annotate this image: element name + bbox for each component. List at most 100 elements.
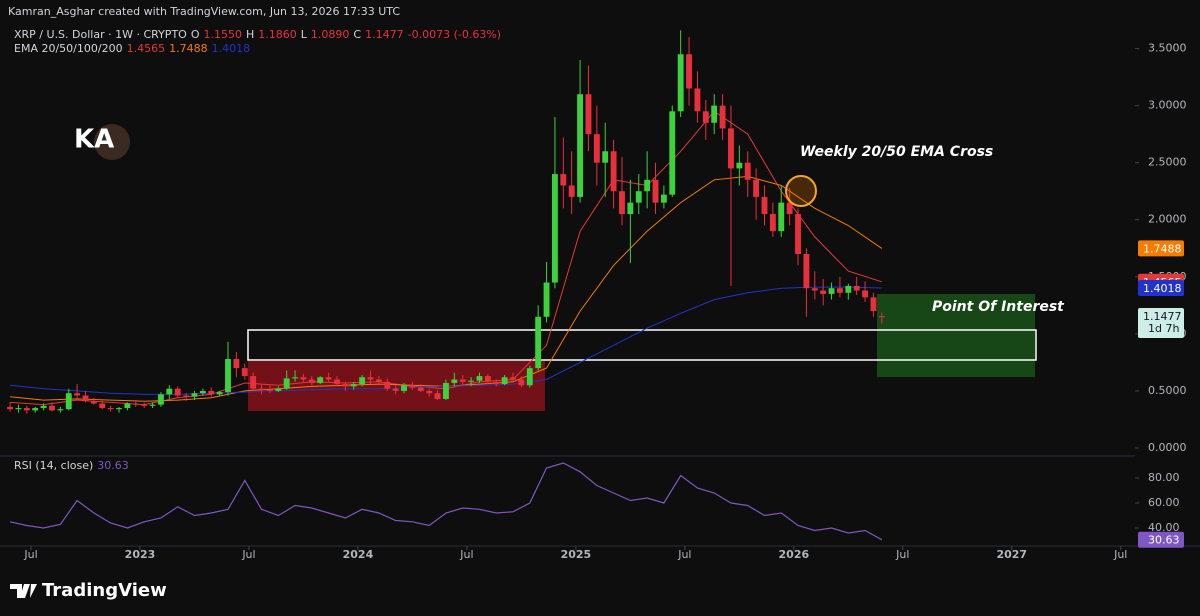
rsi-line (9, 462, 883, 541)
candle-body (769, 214, 776, 232)
rsi-tag-label: 30.63 (1148, 534, 1180, 547)
candle-body (392, 388, 399, 391)
candle-body (635, 191, 642, 203)
candle-body (845, 285, 852, 293)
ohlc-legend: -0.0073 (-0.63%) (408, 28, 501, 41)
candle-body (99, 403, 106, 409)
candle-body (300, 377, 307, 380)
candle-body (484, 376, 491, 382)
x-tick-label: Jul (23, 548, 37, 561)
ema-tag (1138, 280, 1184, 297)
candle-body (686, 54, 692, 89)
candle-body (577, 94, 584, 197)
candle-body (258, 388, 265, 390)
candle-body (417, 387, 424, 391)
red-zone (248, 361, 545, 411)
logo-text: KA (74, 125, 114, 155)
last-price-label: 1.1477 (1143, 310, 1182, 323)
candle-body (317, 377, 324, 383)
candle-body (795, 214, 801, 254)
ema-legend-value: 1.7488 (169, 42, 208, 55)
candle-body (292, 377, 299, 379)
candle-body (694, 88, 701, 112)
candle-body (451, 379, 458, 383)
candle-body (325, 377, 332, 380)
tv-icon (10, 584, 37, 598)
candle-body (375, 379, 382, 382)
candle-body (828, 288, 835, 294)
candle-body (15, 408, 22, 410)
candle-body (728, 128, 734, 169)
rsi-title: RSI (14, close) (14, 459, 93, 472)
symbol-title: XRP / U.S. Dollar · 1W · CRYPTO (14, 28, 187, 41)
candle-body (166, 388, 173, 395)
candle-body (526, 368, 533, 386)
y-tick-label: 3.5000 (1148, 42, 1187, 55)
candle-body (778, 202, 785, 232)
candle-body (669, 111, 676, 195)
x-tick-label: 2023 (125, 548, 156, 561)
candle-body (836, 288, 843, 293)
y-tick-label: 0.5000 (1148, 384, 1187, 397)
candle-body (225, 358, 231, 393)
candle-body (593, 134, 600, 163)
candle-body (510, 377, 516, 380)
y-tick-label: 40.00 (1148, 521, 1180, 534)
y-tick-label: 2.0000 (1148, 213, 1187, 226)
candle-body (359, 377, 366, 385)
candle-body (308, 379, 315, 383)
candle-body (677, 54, 684, 112)
candle-body (367, 377, 374, 380)
x-tick-label: Jul (459, 548, 473, 561)
candle-body (183, 395, 190, 397)
annotation: Weekly 20/50 EMA Cross (800, 144, 993, 160)
y-tick-label: 2.5000 (1148, 156, 1187, 169)
cross-circle (785, 175, 817, 207)
candle-body (334, 379, 340, 385)
candle-body (711, 105, 718, 123)
candle-body (250, 376, 257, 389)
candle-body (627, 202, 634, 215)
last-price-tag (1138, 308, 1184, 339)
footer-logo: TradingView (10, 580, 167, 601)
candle-body (753, 179, 760, 197)
ohlc-legend: O (191, 28, 200, 41)
candle-body (342, 384, 349, 387)
candle-body (702, 111, 709, 123)
candle-body (426, 390, 433, 394)
candle-body (191, 393, 198, 397)
y-tick-label: 0.0000 (1148, 441, 1187, 454)
candle-body (350, 384, 357, 387)
candle-body (853, 285, 860, 291)
ema-legend-value: 1.4018 (212, 42, 251, 55)
ema-tag (1138, 240, 1184, 257)
candle-body (65, 393, 72, 410)
x-tick-label: 2026 (779, 548, 810, 561)
candle-body (560, 174, 567, 186)
candle-body (468, 380, 475, 382)
candle-body (610, 151, 617, 192)
candle-body (216, 392, 223, 395)
candle-body (208, 390, 215, 395)
candle-body (116, 408, 122, 410)
candle-body (543, 282, 550, 317)
ohlc-legend: H (246, 28, 254, 41)
annotation: Point Of Interest (932, 299, 1065, 315)
x-tick-label: 2025 (561, 548, 592, 561)
candle-body (535, 316, 542, 369)
poi-zone (877, 294, 1035, 377)
candle-body (761, 196, 768, 215)
candle-body (40, 405, 47, 409)
rsi-tag (1138, 531, 1184, 548)
x-tick-label: Jul (1113, 548, 1127, 561)
candle-body (459, 379, 466, 382)
candle-body (7, 406, 13, 410)
candle-body (90, 401, 97, 404)
logo-figure (94, 124, 130, 160)
watermark-logo: KA (74, 124, 130, 160)
marks: 0.00000.50001.00001.50002.00002.50003.00… (7, 28, 1187, 561)
candle-body (124, 403, 131, 409)
ohlc-legend: C (353, 28, 361, 41)
candle-body (862, 290, 869, 298)
candle-body (786, 202, 793, 215)
